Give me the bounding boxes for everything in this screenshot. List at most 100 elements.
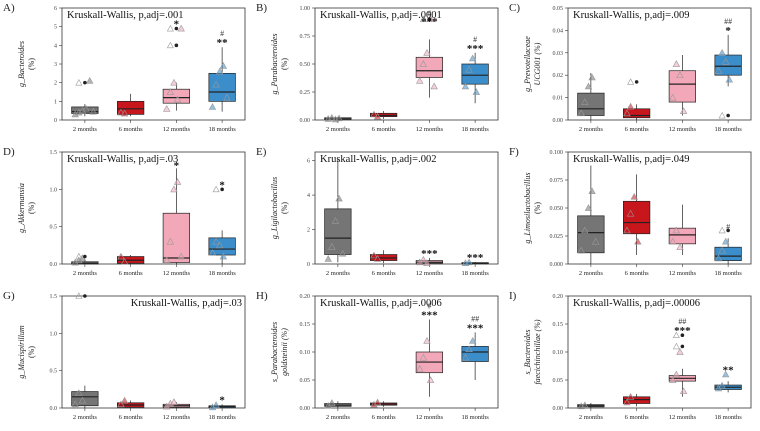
data-point [212, 80, 220, 88]
significance-marker: * [725, 25, 731, 37]
data-point [679, 387, 688, 395]
data-point [120, 109, 129, 117]
data-point [623, 398, 631, 406]
y-tick-label: 3 [54, 62, 57, 68]
y-tick-label: 0.04 [553, 28, 564, 34]
data-point [212, 185, 220, 193]
data-point [672, 226, 681, 234]
y-tick-label: 0.0 [50, 262, 58, 268]
data-point [328, 113, 336, 121]
panel-letter: I) [509, 290, 517, 302]
kruskal-wallis-label: Kruskall-Wallis, p,adj=.049 [573, 154, 689, 165]
data-point [419, 353, 428, 361]
panel-letter: E) [256, 146, 267, 158]
kruskal-wallis-label: Kruskall-Wallis, p,adj=.001 [67, 10, 183, 21]
data-point [117, 400, 125, 408]
data-point [166, 24, 174, 32]
significance-marker: *** [421, 310, 438, 322]
y-tick-label: 1.5 [50, 150, 58, 156]
box [714, 54, 742, 76]
panel-f: F) 0.000 0.025 0.050 0.075 0.100 g_Limosilacto… [509, 146, 752, 277]
x-tick-label: 2 months [579, 126, 603, 133]
y-axis-unit: (%) [280, 58, 289, 70]
y-tick-label: 0.000 [550, 262, 564, 268]
data-point [75, 252, 83, 260]
y-tick-label: 0.100 [550, 150, 564, 156]
outlier-point [83, 294, 87, 298]
box [577, 92, 605, 116]
x-tick-label: 6 months [372, 270, 396, 277]
x-tick-label: 18 months [461, 126, 489, 133]
data-point [469, 336, 477, 344]
data-point [722, 370, 730, 378]
y-tick-label: 5 [54, 25, 57, 31]
data-point [423, 336, 431, 344]
y-tick-label: 0.05 [553, 6, 564, 12]
x-tick-label: 12 months [163, 126, 191, 133]
data-point [75, 79, 83, 86]
data-point [373, 255, 382, 262]
outlier-point [680, 344, 685, 349]
box [577, 215, 605, 254]
data-point [581, 401, 589, 409]
x-tick-label: 6 months [119, 270, 143, 277]
data-point [85, 76, 94, 84]
y-tick-label: 0.00 [300, 118, 311, 124]
data-point [208, 248, 217, 256]
data-point [177, 252, 185, 260]
outlier-point [726, 228, 730, 233]
panel-d: D) 0.0 0.5 1.0 1.5 g_Akkermansia (%) 2 months 6 … [3, 146, 246, 277]
data-point [584, 82, 593, 90]
y-tick-label: 6 [54, 6, 57, 12]
data-point [120, 257, 129, 265]
kruskal-wallis-label: Kruskall-Wallis, p,adj=.0001 [320, 10, 442, 21]
data-point [465, 345, 473, 353]
y-tick-label: 0.20 [300, 294, 311, 300]
panel-i: I) 0.00 0.05 0.10 0.15 0.20 s_Bacteroides faeci… [509, 290, 752, 421]
x-tick-label: 6 months [625, 126, 649, 133]
significance-marker: ** [723, 364, 735, 376]
x-tick-label: 2 months [579, 414, 603, 421]
panel-c: C) 0.00 0.01 0.02 0.03 0.04 0.05 g_Prevotellace… [509, 2, 752, 133]
plot-area [61, 295, 246, 409]
outlier-point [680, 333, 685, 338]
kruskal-wallis-label: Kruskall-Wallis, p,adj=.0006 [320, 298, 442, 309]
data-point [461, 82, 470, 90]
data-point [626, 392, 635, 400]
data-point [669, 93, 677, 101]
outlier-point [220, 187, 224, 192]
data-point [212, 237, 220, 245]
significance-marker: *** [467, 43, 484, 55]
data-point [430, 82, 438, 90]
y-axis-label-line2: goldsteinii (%) [280, 328, 289, 376]
data-point [419, 60, 428, 67]
data-point [216, 67, 224, 75]
data-point [588, 187, 596, 195]
data-point [82, 104, 90, 112]
data-point [577, 109, 585, 117]
x-tick-label: 6 months [372, 126, 396, 133]
y-tick-label: 0.02 [553, 73, 564, 79]
data-point [718, 381, 726, 389]
data-point [166, 41, 174, 49]
data-point [328, 242, 336, 250]
data-point [89, 107, 98, 115]
data-point [465, 65, 473, 73]
y-tick-label: 0.20 [553, 294, 564, 300]
y-axis-unit: (%) [280, 202, 289, 214]
kruskal-wallis-label: Kruskall-Wallis, p,adj=.002 [320, 154, 436, 165]
y-axis-unit: (%) [27, 58, 36, 70]
y-tick-label: 4 [54, 43, 57, 49]
box [623, 108, 651, 119]
data-point [676, 348, 684, 355]
y-axis-label: s_Bacteroides [523, 329, 532, 374]
data-point [335, 114, 343, 122]
significance-marker: * [174, 160, 180, 172]
y-tick-label: 0.75 [300, 34, 311, 40]
panel-b: B) 0.00 0.25 0.50 0.75 1.00 g_Parabacteroides(… [256, 2, 499, 133]
x-tick-label: 2 months [73, 414, 97, 421]
data-point [630, 192, 638, 200]
data-point [679, 107, 688, 114]
hash-marker: # [427, 9, 431, 18]
y-tick-label: 0.05 [300, 378, 311, 384]
